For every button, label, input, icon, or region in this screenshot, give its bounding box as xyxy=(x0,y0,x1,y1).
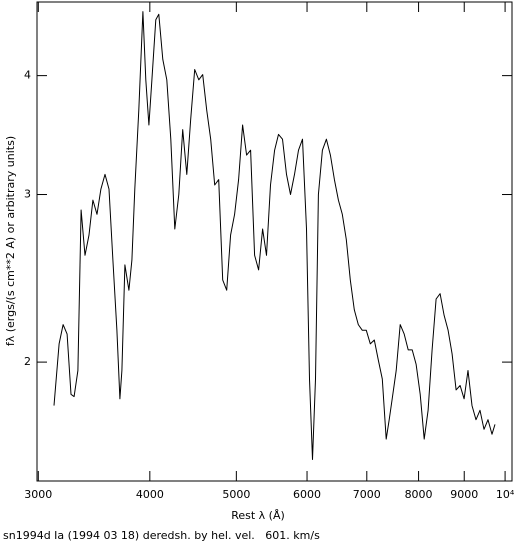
x-tick-label: 7000 xyxy=(353,488,381,501)
x-tick-label: 6000 xyxy=(293,488,321,501)
x-axis-label: Rest λ (Å) xyxy=(231,509,285,522)
x-tick-label: 3000 xyxy=(24,488,52,501)
x-tick-label: 10⁴ xyxy=(496,488,515,501)
y-tick-label: 3 xyxy=(24,188,31,201)
x-tick-label: 8000 xyxy=(405,488,433,501)
y-axis-label: fλ (ergs/(s cm**2 A) or arbitrary units) xyxy=(4,136,17,346)
x-tick-label: 5000 xyxy=(222,488,250,501)
x-tick-label: 4000 xyxy=(136,488,164,501)
y-tick-label: 4 xyxy=(24,69,31,82)
plot-frame xyxy=(36,1,513,482)
footer: sn1994d Ia (1994 03 18) deredsh. by hel.… xyxy=(3,529,320,542)
x-tick-label: 9000 xyxy=(450,488,478,501)
spectrum-line xyxy=(53,11,496,460)
y-tick-label: 2 xyxy=(24,355,31,368)
